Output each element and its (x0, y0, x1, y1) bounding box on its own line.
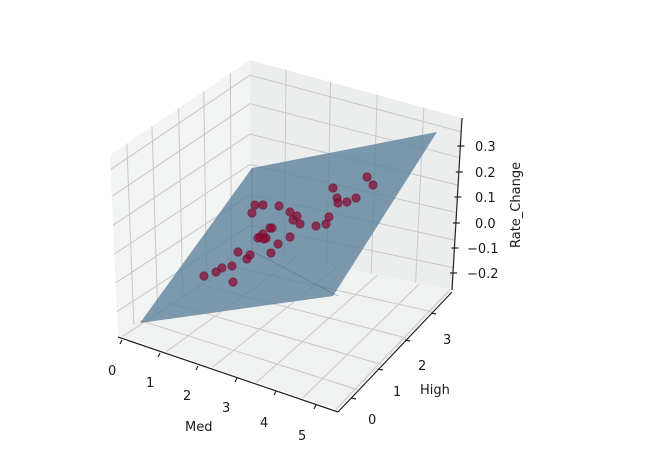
ticks (119, 145, 465, 410)
data-point (324, 212, 334, 222)
data-point (273, 239, 283, 249)
data-point (328, 183, 338, 193)
z-tick-label: −0.1 (467, 242, 499, 257)
data-point (258, 200, 268, 210)
data-point (362, 172, 372, 182)
data-point (266, 248, 276, 258)
data-point (247, 208, 257, 218)
data-points (199, 172, 378, 287)
x-tick-label: 5 (298, 429, 306, 444)
data-point (250, 200, 260, 210)
data-point (285, 207, 295, 217)
data-point (253, 233, 263, 243)
y-axis-line (337, 291, 453, 413)
data-point (311, 221, 321, 231)
data-point (285, 232, 295, 242)
data-point (342, 197, 352, 207)
data-point (228, 277, 238, 287)
data-point (292, 211, 302, 221)
data-point (351, 193, 361, 203)
x-axis-line (117, 336, 339, 413)
data-point (333, 198, 343, 208)
data-point (217, 263, 227, 273)
data-point (227, 261, 237, 271)
z-tick-label: 0.3 (475, 140, 496, 155)
x-tick-label: 3 (222, 401, 230, 416)
data-point (274, 201, 284, 211)
x-tick-label: 4 (260, 416, 268, 431)
y-tick-label: 2 (418, 359, 426, 374)
x-tick-label: 2 (183, 389, 191, 404)
z-tick-label: 0.2 (475, 166, 496, 181)
y-axis-label: High (420, 383, 450, 398)
z-axis-label: Rate_Change (509, 162, 524, 248)
z-tick-label: −0.2 (467, 267, 499, 282)
data-point (368, 180, 378, 190)
x-tick-label: 0 (108, 364, 116, 379)
data-point (199, 271, 209, 281)
y-tick-label: 3 (443, 333, 451, 348)
x-axis-label: Med (185, 420, 212, 435)
x-tick-label: 1 (146, 376, 154, 391)
y-tick-label: 1 (393, 385, 401, 400)
data-point (233, 247, 243, 257)
z-axis-line (451, 117, 463, 291)
data-point (295, 219, 305, 229)
tick-labels: 0 1 2 3 4 5 0 1 2 3 −0.2 −0.1 0.0 0.1 0.2 0.3 (108, 140, 499, 444)
data-point (267, 223, 277, 233)
y-tick-label: 0 (368, 413, 376, 428)
data-point (245, 250, 255, 260)
z-tick-label: 0.1 (475, 191, 496, 206)
z-tick-label: 0.0 (475, 217, 496, 232)
axis-lines (117, 117, 463, 413)
